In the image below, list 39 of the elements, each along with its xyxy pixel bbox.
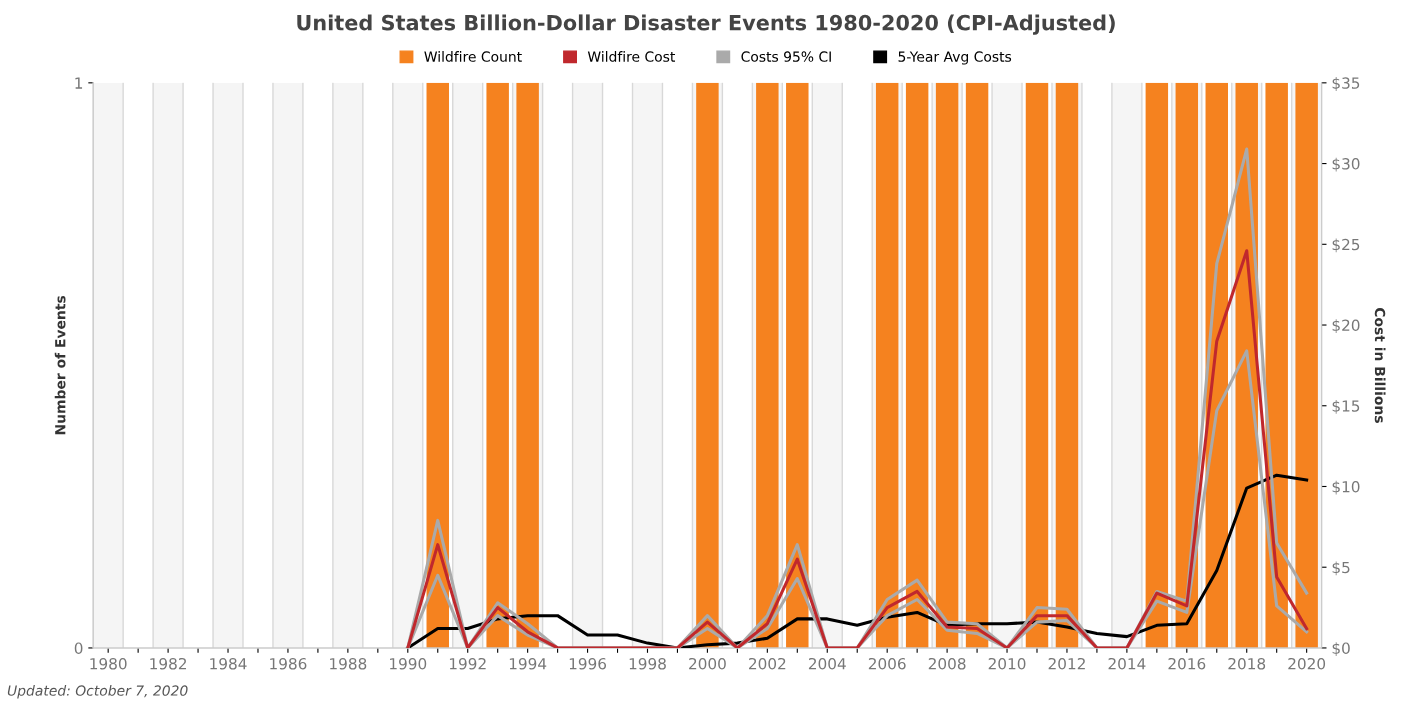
y2-axis-title: Cost in Billions (1374, 307, 1386, 423)
y2-tick-label: $0 (1332, 642, 1350, 656)
x-tick-label: 2000 (689, 657, 726, 670)
x-tick-label: 2004 (808, 657, 846, 670)
y2-tick-label: $25 (1332, 238, 1360, 253)
y-axis-title: Number of Events (54, 295, 66, 435)
y2-tick-label: $10 (1332, 480, 1360, 495)
legend-label: Costs 95% CI (741, 51, 831, 62)
x-tick-label: 1994 (509, 657, 547, 670)
x-tick-label: 1996 (569, 657, 607, 670)
x-tick-label: 1990 (390, 657, 427, 670)
x-tick-label: 1992 (449, 657, 486, 670)
text: Updated: October 7, 2020 (7, 685, 188, 699)
x-tick-label: 1984 (210, 657, 247, 670)
x-tick-label: 2012 (1048, 657, 1085, 670)
x-tick-label: 2020 (1288, 657, 1326, 670)
x-tick-label: 1980 (90, 657, 127, 670)
legend-label: 5-Year Avg Costs (898, 51, 1012, 65)
x-tick-label: 2016 (1168, 657, 1206, 670)
y-tick-label: 0 (74, 642, 83, 654)
x-tick-label: 2010 (988, 657, 1026, 670)
x-tick-label: 1998 (629, 657, 666, 670)
y2-tick-label: $15 (1332, 399, 1360, 414)
x-tick-label: 2008 (928, 657, 966, 670)
legend-label: Wildfire Cost (587, 51, 676, 62)
x-tick-label: 2002 (749, 657, 786, 670)
x-tick-label: 2018 (1228, 657, 1266, 670)
x-tick-label: 2006 (868, 657, 906, 670)
x-tick-label: 1988 (330, 657, 367, 670)
x-tick-label: 2014 (1108, 657, 1146, 670)
chart-title: United States Billion-Dollar Disaster Events 1980-2020 (CPI-Adjusted) (297, 14, 1115, 35)
y-tick-label: 1 (75, 77, 83, 89)
y2-tick-label: $35 (1332, 77, 1360, 91)
x-tick-label: 1982 (150, 657, 187, 670)
y2-tick-label: $30 (1332, 157, 1360, 172)
x-tick-label: 1986 (270, 657, 307, 670)
legend-label: Wildfire Count (424, 51, 522, 62)
y2-tick-label: $5 (1332, 561, 1350, 576)
y2-tick-label: $20 (1332, 319, 1360, 334)
